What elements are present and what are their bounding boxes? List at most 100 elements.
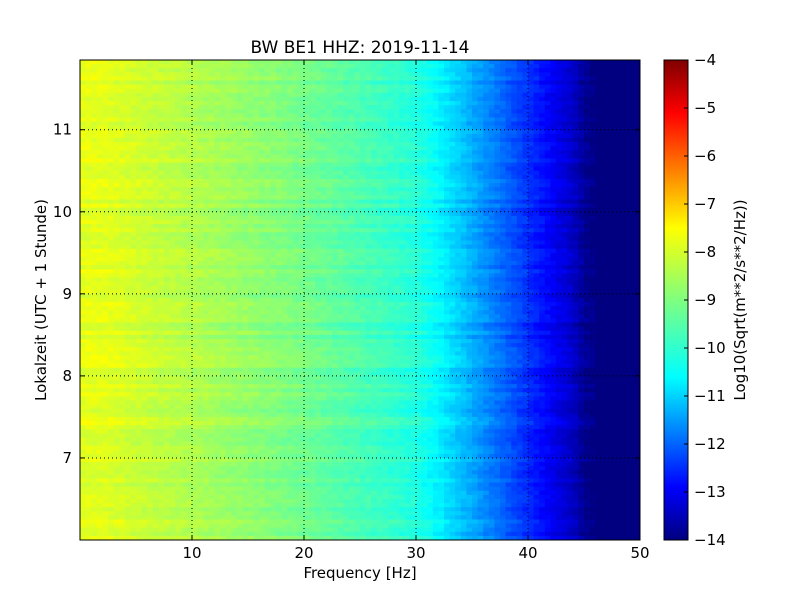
heatmap-cell xyxy=(242,236,249,242)
heatmap-cell xyxy=(522,142,529,147)
heatmap-cell xyxy=(259,68,266,73)
heatmap-cell xyxy=(539,228,546,233)
heatmap-cell xyxy=(315,224,322,229)
heatmap-cell xyxy=(488,252,495,258)
heatmap-cell xyxy=(399,248,406,254)
heatmap-cell xyxy=(180,150,187,155)
heatmap-cell xyxy=(337,84,344,90)
heatmap-cell xyxy=(169,68,176,73)
heatmap-cell xyxy=(505,137,512,143)
heatmap-cell xyxy=(248,211,255,217)
heatmap-cell xyxy=(466,68,473,73)
heatmap-cell xyxy=(192,199,199,205)
heatmap-cell xyxy=(410,191,417,196)
heatmap-cell xyxy=(136,240,143,246)
heatmap-cell xyxy=(421,162,428,168)
heatmap-cell xyxy=(516,146,523,151)
heatmap-cell xyxy=(85,240,92,246)
heatmap-cell xyxy=(309,117,316,123)
heatmap-cell xyxy=(259,170,266,176)
heatmap-cell xyxy=(320,252,327,258)
heatmap-cell xyxy=(516,133,523,139)
heatmap-cell xyxy=(472,232,479,238)
heatmap-cell xyxy=(460,72,467,78)
heatmap-cell xyxy=(253,150,260,155)
heatmap-cell xyxy=(102,228,109,233)
heatmap-cell xyxy=(326,121,333,127)
heatmap-cell xyxy=(634,76,640,82)
heatmap-cell xyxy=(113,76,120,82)
heatmap-cell xyxy=(528,199,535,205)
heatmap-cell xyxy=(96,64,103,69)
heatmap-cell xyxy=(421,236,428,242)
heatmap-cell xyxy=(292,183,299,188)
heatmap-cell xyxy=(376,64,383,69)
heatmap-cell xyxy=(488,199,495,205)
heatmap-cell xyxy=(264,133,271,139)
heatmap-cell xyxy=(248,248,255,254)
heatmap-cell xyxy=(208,64,215,69)
heatmap-cell xyxy=(449,68,456,73)
heatmap-cell xyxy=(80,72,87,78)
heatmap-cell xyxy=(102,220,109,225)
heatmap-cell xyxy=(130,80,137,86)
heatmap-cell xyxy=(522,256,529,262)
heatmap-cell xyxy=(584,166,591,172)
heatmap-cell xyxy=(488,215,495,221)
heatmap-cell xyxy=(348,178,355,184)
heatmap-cell xyxy=(628,244,635,250)
heatmap-cell xyxy=(606,203,613,209)
heatmap-cell xyxy=(136,252,143,258)
heatmap-cell xyxy=(444,113,451,119)
heatmap-cell xyxy=(533,256,540,262)
heatmap-cell xyxy=(399,256,406,262)
heatmap-cell xyxy=(292,154,299,160)
heatmap-cell xyxy=(96,252,103,258)
heatmap-cell xyxy=(544,113,551,119)
heatmap-cell xyxy=(444,121,451,127)
heatmap-cell xyxy=(169,113,176,119)
heatmap-cell xyxy=(158,129,165,135)
heatmap-cell xyxy=(175,187,182,192)
heatmap-cell xyxy=(388,191,395,196)
heatmap-cell xyxy=(281,92,288,98)
heatmap-cell xyxy=(388,117,395,123)
heatmap-cell xyxy=(578,113,585,119)
heatmap-cell xyxy=(231,240,238,246)
heatmap-cell xyxy=(136,150,143,155)
heatmap-cell xyxy=(606,248,613,254)
heatmap-cell xyxy=(416,121,423,127)
heatmap-cell xyxy=(203,248,210,254)
heatmap-cell xyxy=(528,191,535,196)
heatmap-cell xyxy=(354,183,361,188)
heatmap-cell xyxy=(578,76,585,82)
heatmap-cell xyxy=(309,170,316,176)
heatmap-cell xyxy=(393,76,400,82)
heatmap-cell xyxy=(147,101,154,106)
heatmap-cell xyxy=(371,137,378,143)
heatmap-cell xyxy=(449,232,456,238)
heatmap-cell xyxy=(421,76,428,82)
heatmap-cell xyxy=(371,162,378,168)
heatmap-cell xyxy=(169,158,176,164)
heatmap-cell xyxy=(320,244,327,250)
heatmap-cell xyxy=(584,80,591,86)
heatmap-cell xyxy=(572,129,579,135)
heatmap-cell xyxy=(315,232,322,238)
heatmap-cell xyxy=(108,199,115,205)
heatmap-cell xyxy=(180,244,187,250)
heatmap-cell xyxy=(298,248,305,254)
heatmap-cell xyxy=(180,199,187,205)
heatmap-cell xyxy=(399,88,406,94)
heatmap-cell xyxy=(130,178,137,184)
heatmap-cell xyxy=(80,109,87,114)
heatmap-cell xyxy=(449,105,456,110)
heatmap-cell xyxy=(136,146,143,151)
heatmap-cell xyxy=(612,60,619,65)
heatmap-cell xyxy=(455,244,462,250)
heatmap-cell xyxy=(180,236,187,242)
heatmap-cell xyxy=(628,228,635,233)
heatmap-cell xyxy=(472,203,479,209)
heatmap-cell xyxy=(96,133,103,139)
heatmap-cell xyxy=(130,244,137,250)
